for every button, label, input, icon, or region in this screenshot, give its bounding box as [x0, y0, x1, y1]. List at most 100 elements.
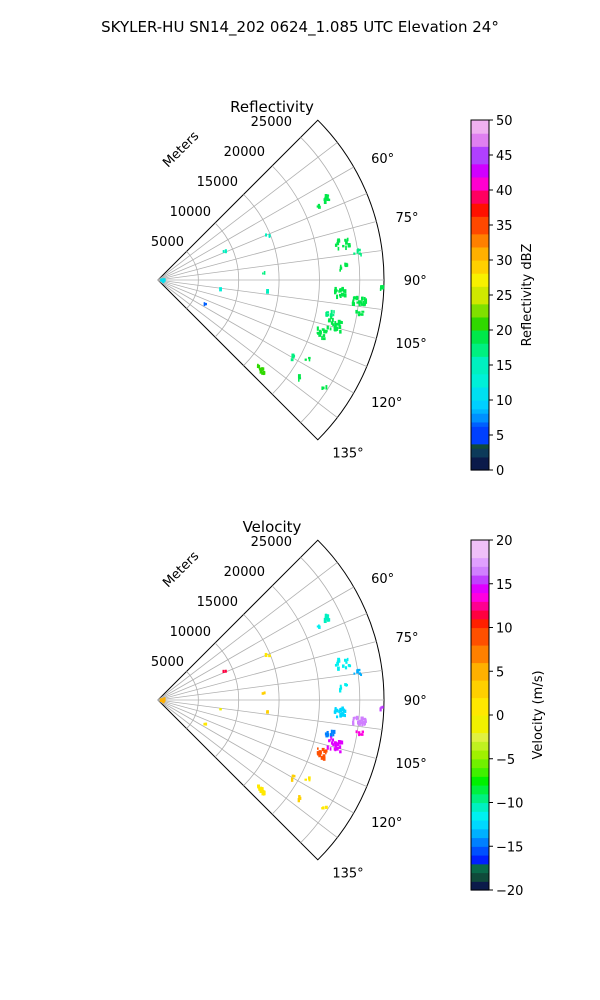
reflectivity-colorbar-segment [471, 400, 489, 405]
reflectivity-r-tick-label-20000: 20000 [224, 145, 265, 160]
velocity-thetagrid-127.5 [157, 699, 338, 838]
velocity-colorbar-tick-label-0: 0 [496, 709, 504, 724]
reflectivity-thetagrid-127.5 [157, 279, 338, 418]
reflectivity-colorbar-segment [471, 448, 489, 454]
reflectivity-colorbar-segment [471, 365, 489, 370]
velocity-data-point [341, 706, 344, 711]
reflectivity-data-point [344, 262, 346, 267]
velocity-data-point [344, 666, 348, 670]
velocity-data-cluster-10 [316, 747, 328, 761]
reflectivity-data-point [336, 294, 339, 300]
velocity-colorbar-segment [471, 583, 489, 589]
velocity-colorbar-segment [471, 575, 489, 580]
reflectivity-thetagrid-75 [157, 221, 377, 281]
velocity-colorbar-segment [471, 820, 489, 825]
reflectivity-colorbar-segment [471, 461, 489, 467]
velocity-data-point [330, 729, 333, 734]
reflectivity-colorbar-segment [471, 281, 489, 287]
velocity-data-point [317, 747, 319, 750]
velocity-data-point [304, 778, 307, 781]
velocity-title: Velocity [243, 518, 302, 536]
velocity-colorbar-segment [471, 596, 489, 602]
reflectivity-data-point [262, 272, 264, 275]
velocity-data-point [326, 730, 329, 734]
reflectivity-data-point [261, 372, 264, 375]
reflectivity-data-cluster-19 [262, 271, 266, 275]
reflectivity-radial-axis-label: Meters [160, 129, 202, 171]
velocity-data-point [337, 666, 340, 671]
velocity-colorbar-segment [471, 811, 489, 817]
velocity-data-point [353, 672, 356, 675]
reflectivity-data-cluster-8 [325, 309, 335, 318]
velocity-r-tick-label-15000: 15000 [197, 595, 238, 610]
velocity-colorbar-segment [471, 544, 489, 550]
velocity-colorbar-segment [471, 736, 489, 742]
velocity-colorbar-label: Velocity (m/s) [531, 670, 546, 759]
velocity-data-point [266, 710, 269, 713]
reflectivity-colorbar-label: Reflectivity dBZ [520, 244, 535, 347]
reflectivity-colorbar-tick-label-35: 35 [496, 219, 513, 234]
velocity-data-point [334, 709, 337, 713]
velocity-data-point [308, 778, 311, 782]
velocity-colorbar-segment [471, 649, 489, 655]
reflectivity-colorbar-segment [471, 246, 489, 252]
reflectivity-colorbar-segment [471, 330, 489, 335]
velocity-data-point [331, 743, 335, 746]
reflectivity-data-point [266, 289, 269, 294]
reflectivity-colorbar-segment [471, 233, 489, 239]
reflectivity-data-point [204, 302, 207, 306]
reflectivity-colorbar-segment [471, 286, 489, 292]
reflectivity-data-point [335, 322, 338, 326]
reflectivity-data-point [338, 325, 342, 330]
velocity-data-point [258, 787, 262, 791]
velocity-data-point [341, 664, 345, 668]
reflectivity-data-point [263, 271, 266, 275]
reflectivity-colorbar-segment [471, 439, 489, 445]
velocity-colorbar-tick-label-10: −10 [496, 797, 523, 812]
velocity-data-point [359, 733, 362, 736]
reflectivity-colorbar-segment [471, 124, 489, 130]
reflectivity-data-point [332, 323, 335, 326]
velocity-data-point [331, 738, 335, 742]
reflectivity-data-point [331, 317, 334, 322]
reflectivity-colorbar-segment [471, 277, 489, 283]
velocity-colorbar: −20 −15 −10 −5 0 5 10 15 20 [470, 534, 523, 899]
reflectivity-data-point [346, 237, 349, 242]
reflectivity-data-point [308, 356, 311, 360]
velocity-colorbar-segment [471, 837, 489, 843]
velocity-data-point [344, 714, 346, 718]
velocity-data-cluster-18 [222, 669, 227, 673]
velocity-colorbar-segment [471, 885, 489, 891]
reflectivity-colorbar-segment [471, 312, 489, 318]
reflectivity-colorbar-segment [471, 225, 489, 230]
reflectivity-colorbar-segment [471, 413, 489, 419]
reflectivity-r-tick-label-10000: 10000 [170, 205, 211, 220]
reflectivity-data-point [333, 325, 337, 328]
reflectivity-colorbar-segment [471, 443, 489, 449]
reflectivity-data-point [352, 299, 355, 303]
velocity-r-tick-label-20000: 20000 [224, 565, 265, 580]
reflectivity-data-cluster-1 [316, 203, 321, 209]
reflectivity-data-point [342, 244, 345, 248]
reflectivity-colorbar-tick-label-25: 25 [496, 289, 513, 304]
velocity-data-point [356, 669, 359, 674]
velocity-colorbar-segment [471, 557, 489, 563]
reflectivity-colorbar-segment [471, 141, 489, 147]
reflectivity-colorbar-segment [471, 386, 489, 392]
velocity-theta-tick-label-90: 90° [404, 694, 427, 709]
reflectivity-data-point [162, 278, 166, 282]
reflectivity-data-point [260, 367, 262, 370]
velocity-data-point [203, 722, 206, 726]
velocity-thetagrid-82.5 [157, 670, 383, 701]
velocity-data-point [337, 740, 341, 744]
velocity-colorbar-segment [471, 868, 489, 874]
reflectivity-data-point [328, 198, 331, 202]
reflectivity-data-point [258, 367, 261, 371]
reflectivity-data-cluster-17 [265, 233, 271, 238]
velocity-data-point [219, 708, 222, 711]
velocity-theta-tick-label-105: 105° [395, 757, 426, 772]
reflectivity-theta-tick-label-75: 75° [395, 211, 418, 226]
reflectivity-data-point [343, 290, 346, 293]
reflectivity-thetagrid-52.5 [157, 142, 338, 281]
reflectivity-colorbar-segment [471, 172, 489, 178]
